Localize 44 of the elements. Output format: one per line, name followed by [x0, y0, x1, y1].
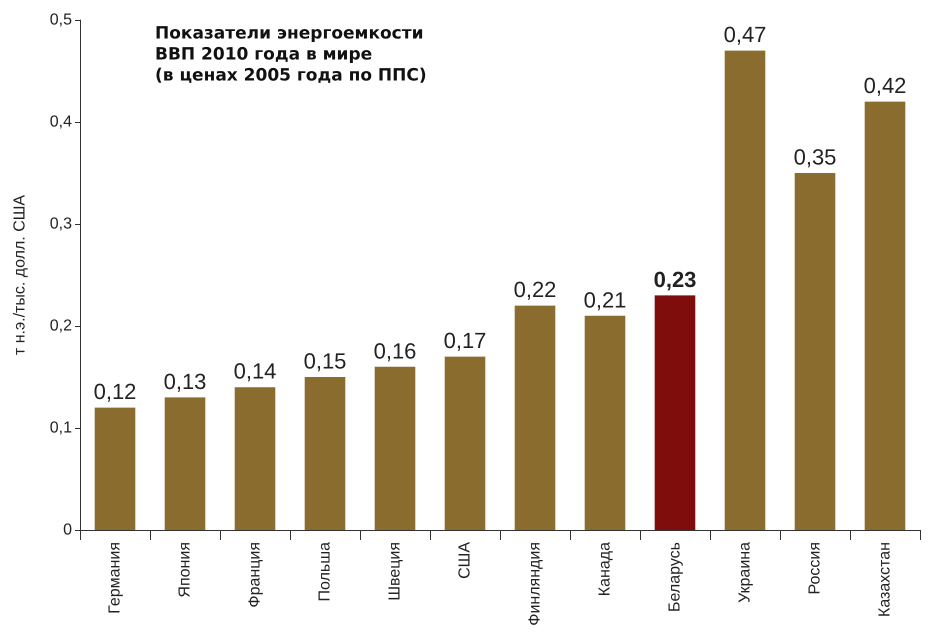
data-label: 0,13 — [164, 368, 206, 394]
x-tick-label: Россия — [806, 542, 824, 594]
x-tick-label: Украина — [736, 542, 754, 603]
data-label: 0,35 — [794, 144, 836, 170]
y-tick-label: 0,1 — [50, 420, 72, 436]
data-label: 0,23 — [654, 266, 696, 292]
y-axis-title: т н.э./тыс. долл. США — [12, 194, 28, 356]
data-label: 0,17 — [444, 328, 486, 354]
data-label: 0,42 — [864, 73, 906, 98]
bar — [164, 397, 206, 530]
text: Показатели энергоемкости ВВП 2010 года в мире (в ценах 2005 года по ППС) — [155, 24, 427, 86]
bar — [94, 408, 136, 530]
y-tick-label: 0 — [63, 522, 72, 538]
bar — [654, 295, 696, 530]
bar — [794, 173, 836, 530]
x-tick-label: Швеция — [386, 542, 404, 601]
x-tick-label: Казахстан — [876, 542, 894, 617]
x-tick-label: Беларусь — [666, 542, 684, 612]
x-tick-label: Финляндия — [526, 542, 544, 626]
x-tick-label: Япония — [176, 542, 194, 598]
x-tick-label: США — [456, 542, 474, 579]
data-label: 0,47 — [724, 22, 766, 48]
bar — [724, 50, 766, 530]
data-label: 0,16 — [374, 338, 416, 364]
x-tick-label: Канада — [596, 542, 614, 596]
data-label: 0,21 — [584, 287, 626, 312]
bar — [444, 356, 486, 530]
x-tick-label: Германия — [106, 542, 124, 614]
data-label: 0,14 — [234, 358, 276, 384]
data-label: 0,15 — [304, 348, 346, 374]
bar — [304, 377, 346, 530]
bar — [584, 316, 626, 530]
bar — [374, 366, 416, 530]
x-tick-label: Польша — [316, 542, 334, 602]
y-tick-label: 0,4 — [50, 114, 72, 130]
bar — [864, 102, 906, 530]
bar — [514, 306, 556, 530]
data-label: 0,12 — [94, 379, 136, 404]
data-label: 0,22 — [514, 277, 556, 302]
bar — [234, 387, 276, 530]
x-tick-label: Франция — [246, 542, 264, 608]
y-tick-label: 0,3 — [50, 216, 72, 232]
y-tick-label: 0,5 — [50, 12, 72, 28]
y-tick-label: 0,2 — [50, 318, 72, 334]
